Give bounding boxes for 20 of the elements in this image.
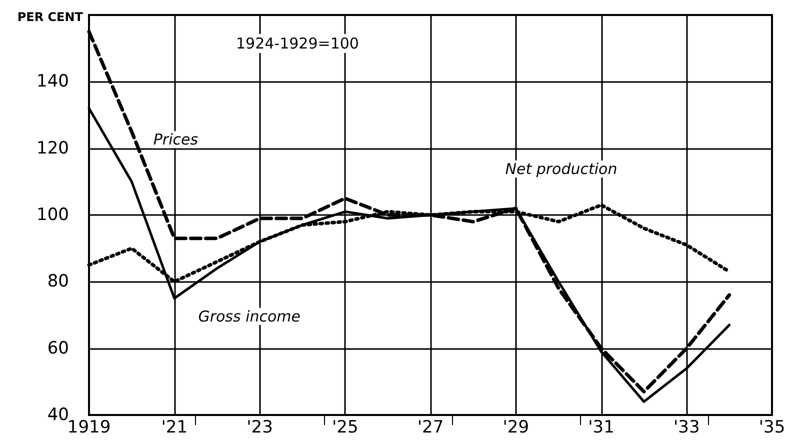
- text: Net production: [505, 160, 618, 178]
- annotation: 1924-1929=100: [236, 34, 359, 52]
- x-tick-label: '27: [417, 418, 444, 438]
- y-tick-label: 40: [47, 405, 69, 425]
- y-tick-label: 100: [36, 205, 69, 225]
- x-tick-label: '25: [332, 418, 358, 438]
- y-tick-label: 120: [36, 138, 69, 158]
- y-axis-title: PER CENT: [17, 10, 84, 24]
- x-tick-label: '23: [246, 418, 273, 438]
- y-tick-label: 140: [36, 72, 69, 92]
- x-tick-label: '29: [502, 418, 530, 438]
- x-tick-label: '35: [758, 418, 786, 438]
- x-tick-label: '21: [161, 418, 188, 438]
- series-label: Gross income: [198, 307, 301, 326]
- y-tick-label: 60: [47, 338, 69, 358]
- x-tick-label: 1919: [67, 418, 111, 438]
- x-tick-label: '31: [588, 418, 614, 438]
- y-tick-label: 80: [47, 272, 69, 292]
- series-label: Prices: [153, 130, 198, 149]
- x-tick-label: '33: [673, 418, 700, 438]
